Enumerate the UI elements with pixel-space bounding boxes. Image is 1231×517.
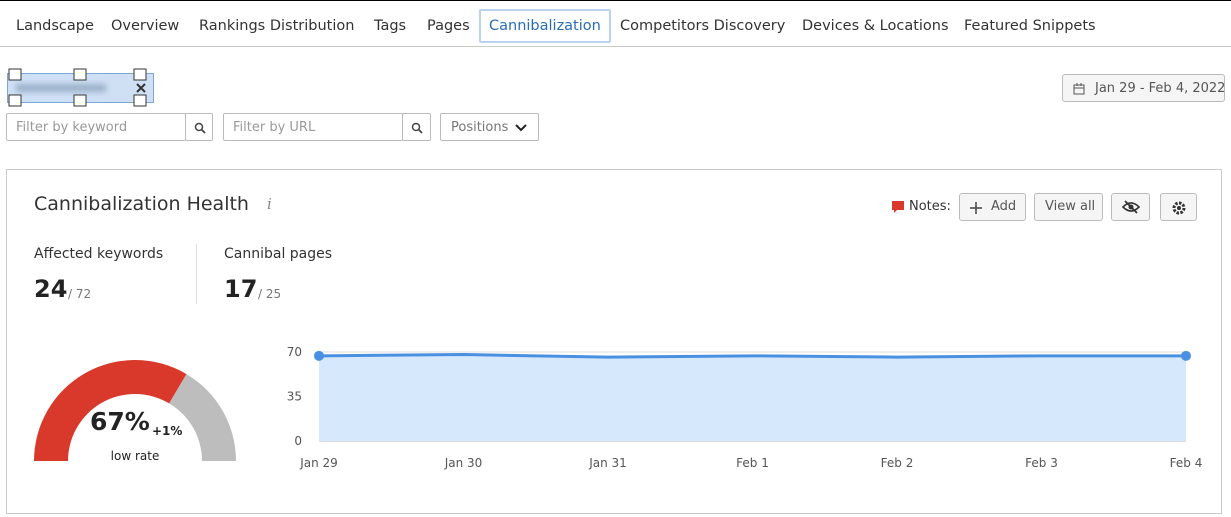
chevron	[515, 124, 527, 132]
search-button[interactable]	[185, 113, 213, 141]
point	[1181, 350, 1191, 361]
stat-label: Cannibal pages	[224, 246, 333, 262]
tab[interactable]: Tags	[374, 18, 407, 34]
tab[interactable]: Rankings Distribution	[199, 18, 355, 34]
gauge-rest	[169, 374, 236, 461]
close-icon[interactable]	[136, 83, 146, 93]
gauge-caption: low rate	[111, 449, 160, 463]
search-button[interactable]	[402, 113, 431, 141]
stat-total: / 25	[258, 287, 282, 301]
search-icon	[194, 122, 206, 134]
gear-icon	[1172, 201, 1186, 215]
tab[interactable]: Overview	[111, 18, 180, 34]
add-label: Add	[991, 199, 1017, 214]
x-tick-label: Jan 31	[588, 456, 627, 470]
stat-value: 24	[34, 275, 68, 303]
stat-divider	[196, 244, 197, 304]
tab[interactable]: Competitors Discovery	[620, 18, 786, 34]
line-chart: 0 35 70 Jan 29 Jan 30 Jan 31 Feb 1 Feb 2 Feb 3 Fe…	[287, 345, 1203, 470]
tab[interactable]: Pages	[427, 18, 470, 34]
stat-value: 17	[224, 275, 258, 303]
notes-label: Notes:	[909, 199, 951, 214]
x-tick-label: Feb 4	[1170, 456, 1203, 470]
positions-label: Positions	[451, 120, 509, 135]
x-tick-label: Jan 30	[444, 456, 483, 470]
x-tick-label: Feb 3	[1025, 456, 1058, 470]
blurred-domain	[16, 84, 106, 92]
keyword-filter[interactable]: Filter by keyword	[6, 113, 186, 141]
settings-button[interactable]	[1160, 193, 1197, 221]
view-all-label: View all	[1045, 199, 1096, 214]
gauge-change: +1%	[152, 424, 182, 438]
tab[interactable]: Devices & Locations	[802, 18, 949, 34]
selection-handles	[8, 68, 147, 107]
gauge-label: 67%	[90, 407, 150, 436]
x-tick-label: Feb 2	[881, 456, 914, 470]
y-tick-label: 0	[294, 434, 302, 448]
info-icon[interactable]: i	[267, 195, 272, 213]
gauge: +1% low rate 67%	[34, 360, 236, 463]
card-title: Cannibalization Health	[34, 193, 249, 215]
add-button[interactable]: Add	[959, 193, 1026, 221]
view-all-button[interactable]: View all	[1034, 193, 1103, 221]
x-tick-label: Jan 29	[299, 456, 338, 470]
calendar-icon	[1073, 83, 1085, 95]
point	[314, 350, 324, 361]
y-tick-label: 70	[287, 345, 302, 359]
top-border	[0, 0, 1231, 1]
notes-icon	[892, 201, 904, 213]
hide-button[interactable]	[1111, 193, 1150, 221]
date-range: Jan 29 - Feb 4, 2022	[1095, 81, 1226, 96]
tab[interactable]: Landscape	[16, 18, 94, 34]
url-filter[interactable]: Filter by URL	[223, 113, 403, 141]
x-tick-label: Feb 1	[736, 456, 769, 470]
positions-dropdown[interactable]: Positions	[440, 113, 539, 141]
area	[319, 354, 1186, 441]
y-tick-label: 35	[287, 390, 302, 404]
line	[318, 353, 1186, 359]
eye-off-icon	[1122, 200, 1140, 214]
gauge-arc	[34, 360, 187, 461]
stat-total: / 72	[68, 287, 92, 301]
date-button[interactable]: Jan 29 - Feb 4, 2022	[1062, 74, 1225, 102]
tab-divider	[0, 46, 1231, 47]
stat-label: Affected keywords	[34, 246, 164, 262]
plus-icon	[970, 202, 982, 214]
tab[interactable]: Featured Snippets	[964, 18, 1096, 34]
search-icon	[411, 122, 423, 134]
card	[6, 169, 1222, 514]
tab-active[interactable]: Cannibalization	[479, 9, 611, 43]
